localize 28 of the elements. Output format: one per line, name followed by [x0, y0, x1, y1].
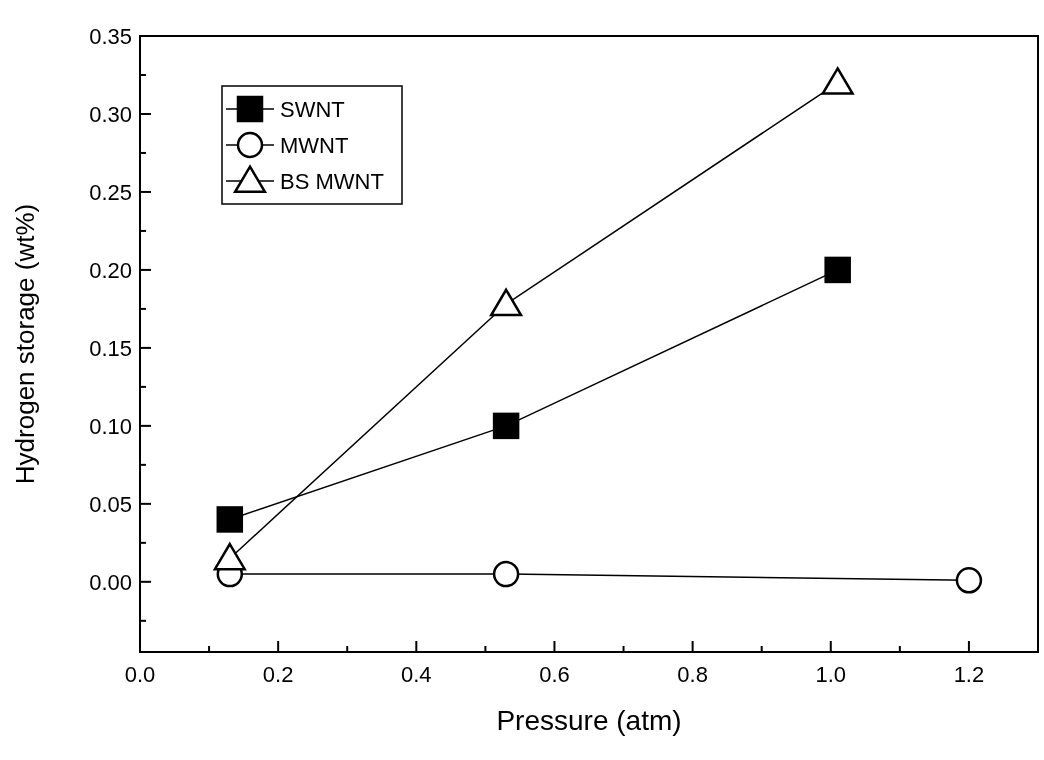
point	[492, 560, 520, 588]
x-axis-title: Pressure (atm)	[496, 705, 682, 736]
y-tick-label: 0.10	[89, 413, 132, 439]
point	[489, 288, 523, 317]
x-tick-label: 0.8	[677, 662, 708, 687]
x-tick-label: 0.6	[539, 662, 570, 687]
y-tick-label: 0.25	[89, 179, 132, 205]
point	[492, 412, 520, 440]
y-tick-label: 0.05	[89, 491, 132, 517]
legend-label: SWNT	[280, 97, 345, 122]
point	[955, 567, 983, 594]
point	[213, 542, 246, 571]
y-tick-label: 0.30	[89, 101, 132, 127]
x-tick-label: 1.2	[953, 662, 985, 687]
x-tick-label: 1.0	[815, 662, 847, 687]
legend-label: MWNT	[280, 133, 349, 158]
y-tick-label: 0.35	[89, 24, 132, 49]
x-tick-label: 0.4	[401, 662, 432, 687]
y-axis-title: Hydrogen storage (wt%)	[10, 203, 40, 485]
y-tick-label: 0.15	[89, 335, 132, 361]
x-tick-label: 0.0	[124, 662, 156, 687]
point	[216, 506, 244, 533]
y-tick-label: 0.20	[89, 257, 132, 283]
legend-label: BS MWNT	[280, 169, 384, 194]
x-tick-label: 0.2	[262, 662, 294, 687]
point	[824, 256, 851, 284]
point	[821, 67, 854, 95]
y-tick-label: 0.00	[89, 569, 132, 595]
